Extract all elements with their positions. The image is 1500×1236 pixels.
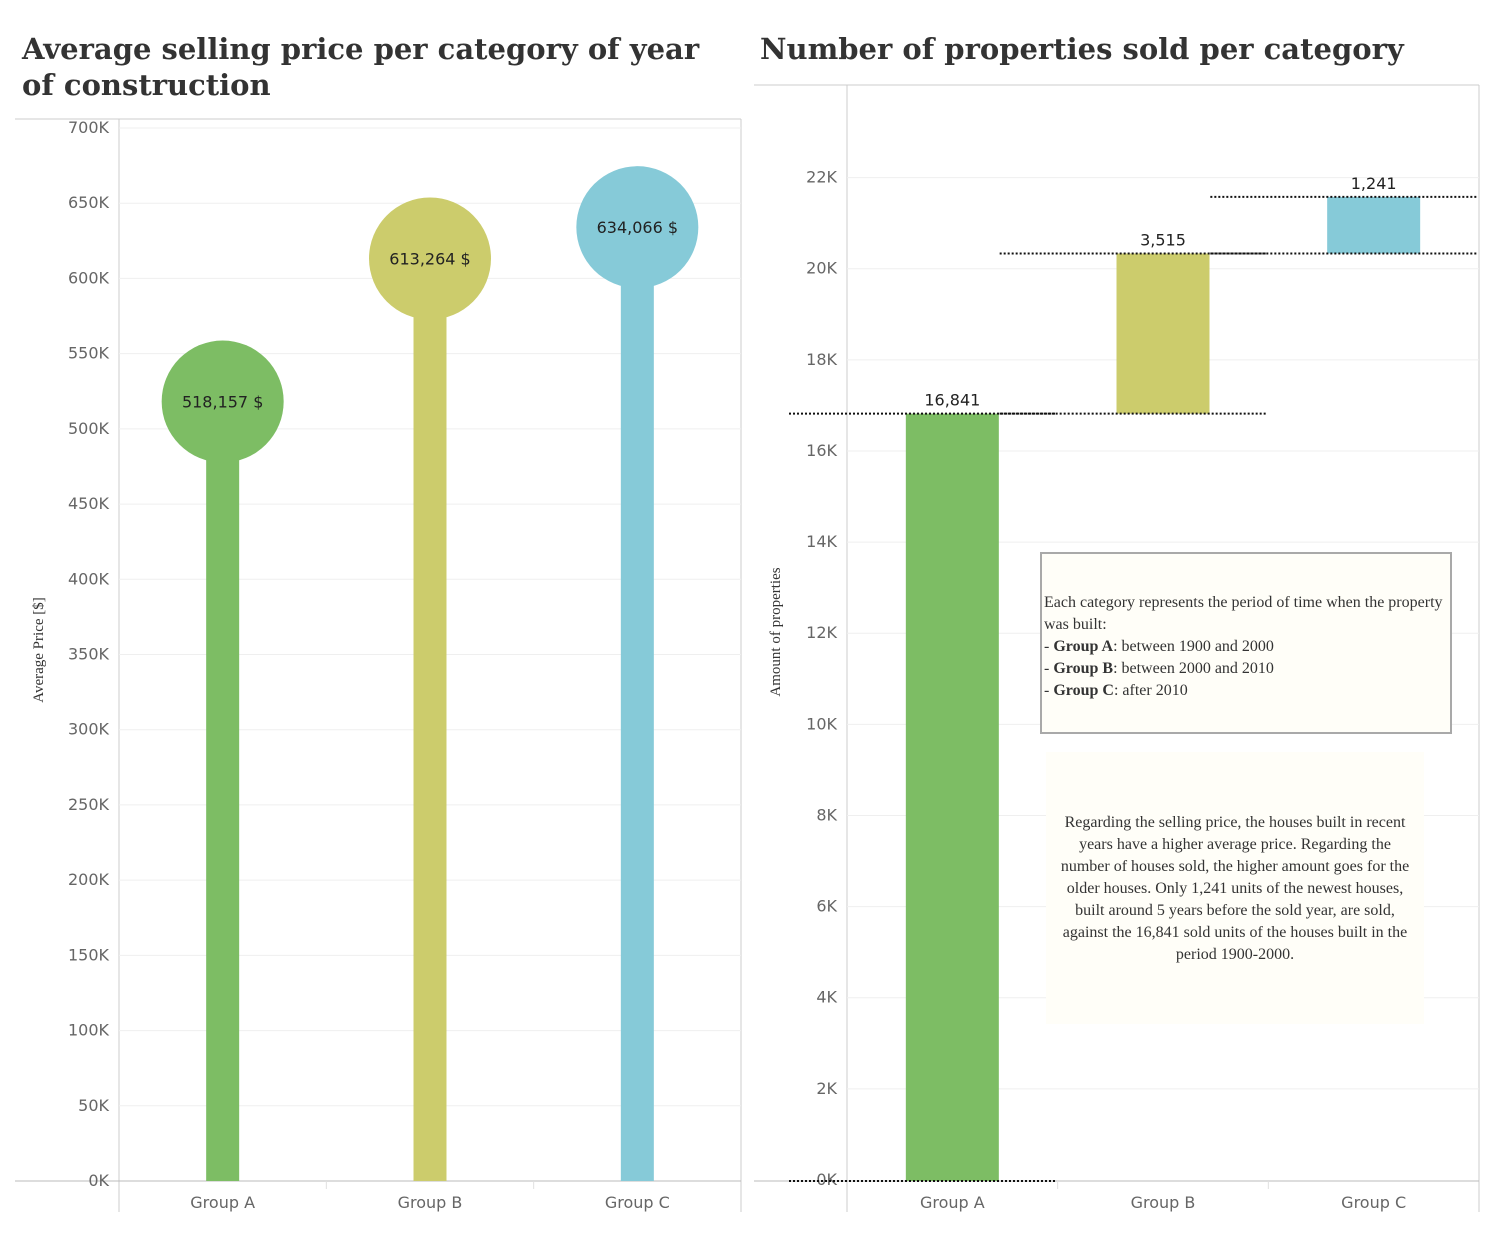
category-note-intro: Each category represents the period of t…	[1044, 594, 1443, 633]
y-tick-label: 50K	[78, 1096, 109, 1115]
data-label: 518,157 $	[182, 393, 263, 412]
category-note-bullet: -	[1044, 660, 1054, 677]
y-tick-label: 300K	[68, 720, 110, 739]
y-tick-label: 0K	[88, 1171, 109, 1190]
y-axis-label: Average Price [$]	[31, 597, 47, 703]
lollipop-head	[369, 197, 491, 320]
data-label: 3,515	[1140, 230, 1186, 249]
y-tick-label: 20K	[806, 259, 837, 278]
waterfall-bar	[1327, 196, 1421, 254]
x-tick-label: Group A	[190, 1193, 255, 1212]
category-note-item: - Group C: after 2010	[1044, 680, 1444, 702]
category-note-bullet: -	[1044, 682, 1054, 699]
category-note-text: : after 2010	[1113, 682, 1188, 699]
y-tick-label: 12K	[806, 623, 837, 642]
category-note-name: Group B	[1053, 660, 1114, 677]
y-tick-label: 6K	[816, 897, 837, 916]
y-tick-label: 200K	[68, 870, 110, 889]
x-tick-label: Group A	[920, 1193, 985, 1212]
category-note-item: - Group A: between 1900 and 2000	[1044, 636, 1444, 658]
lollipop-stem	[413, 258, 447, 1182]
y-axis-label: Amount of properties	[768, 567, 784, 696]
category-note-name: Group A	[1053, 638, 1114, 655]
data-label: 634,066 $	[597, 218, 678, 237]
count-chart-title: Number of properties sold per category	[760, 32, 1404, 66]
y-tick-label: 14K	[806, 532, 837, 551]
data-label: 613,264 $	[389, 249, 470, 268]
price-chart-title: Average selling price per category of ye…	[22, 32, 700, 102]
y-tick-label: 450K	[68, 494, 110, 513]
x-tick-label: Group C	[1341, 1193, 1406, 1212]
y-tick-label: 16K	[806, 441, 837, 460]
data-label: 16,841	[924, 391, 980, 410]
category-note-item: - Group B: between 2000 and 2010	[1044, 658, 1444, 680]
y-tick-label: 550K	[68, 344, 110, 363]
lollipop-stem	[620, 227, 654, 1181]
y-tick-label: 250K	[68, 795, 110, 814]
category-note-text: : between 1900 and 2000	[1113, 638, 1274, 655]
lollipop-stem	[206, 401, 240, 1181]
y-tick-label: 700K	[68, 118, 110, 137]
lollipop-head	[576, 166, 699, 289]
category-note-name: Group C	[1053, 682, 1114, 699]
category-note-bullet: -	[1044, 638, 1054, 655]
waterfall-bar	[1116, 253, 1210, 414]
y-tick-label: 350K	[68, 645, 110, 664]
y-tick-label: 600K	[68, 268, 110, 287]
category-legend-note: Each category represents the period of t…	[1040, 552, 1452, 734]
y-tick-label: 0K	[816, 1170, 837, 1189]
y-tick-label: 150K	[68, 945, 110, 964]
y-tick-label: 22K	[806, 168, 837, 187]
x-tick-label: Group B	[398, 1193, 463, 1212]
waterfall-bar	[905, 413, 999, 1181]
data-label: 1,241	[1351, 174, 1397, 193]
y-tick-label: 100K	[68, 1021, 110, 1040]
conclusion-note: Regarding the selling price, the houses …	[1046, 752, 1424, 1024]
x-tick-label: Group B	[1131, 1193, 1196, 1212]
y-tick-label: 2K	[816, 1079, 837, 1098]
conclusion-text: Regarding the selling price, the houses …	[1060, 814, 1410, 963]
y-tick-label: 650K	[68, 193, 110, 212]
y-tick-label: 10K	[806, 714, 837, 733]
category-note-text: : between 2000 and 2010	[1113, 660, 1274, 677]
y-tick-label: 400K	[68, 569, 110, 588]
y-tick-label: 8K	[816, 805, 837, 824]
y-tick-label: 500K	[68, 419, 110, 438]
y-tick-label: 4K	[816, 988, 837, 1007]
x-tick-label: Group C	[605, 1193, 670, 1212]
lollipop-head	[161, 340, 284, 463]
y-tick-label: 18K	[806, 350, 837, 369]
